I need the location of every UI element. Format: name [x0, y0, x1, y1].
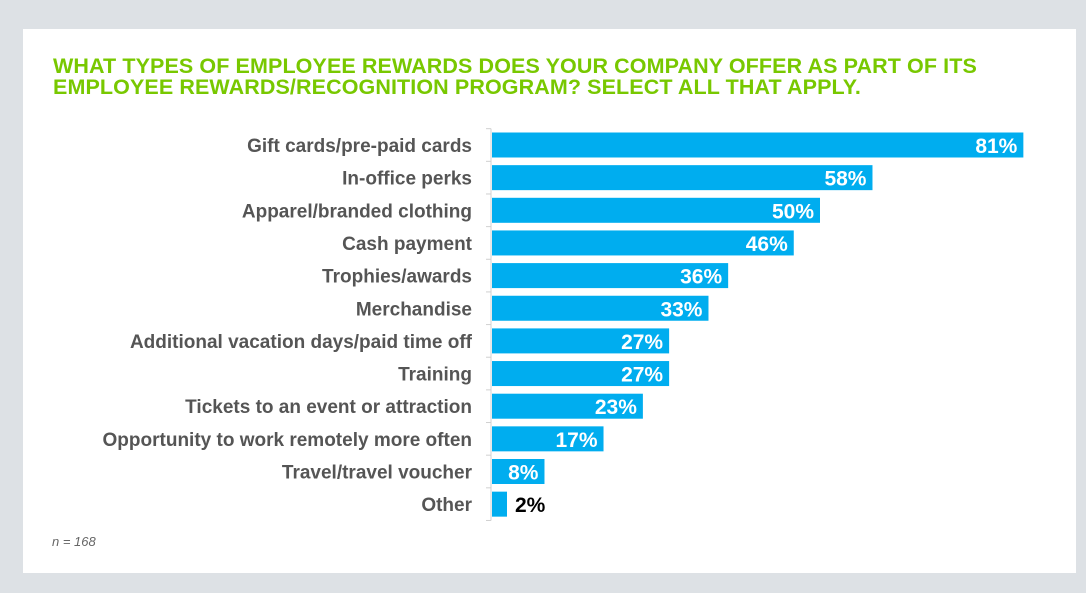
category-label: Tickets to an event or attraction	[185, 397, 472, 418]
bar	[492, 459, 545, 484]
data-label: 33%	[660, 298, 702, 321]
category-label: Gift cards/pre-paid cards	[247, 136, 472, 157]
data-label: 58%	[824, 168, 866, 191]
data-label: 27%	[621, 364, 663, 387]
data-label: 8%	[508, 462, 539, 485]
bar	[492, 132, 1024, 158]
data-label: 27%	[621, 331, 663, 354]
data-label: 36%	[680, 266, 722, 289]
bar	[492, 361, 670, 387]
data-label: 81%	[975, 135, 1017, 158]
category-label: Other	[421, 495, 472, 516]
bar	[492, 230, 794, 256]
category-label: Apparel/branded clothing	[242, 201, 472, 222]
bar	[492, 295, 709, 321]
sample-size-note: n = 168	[52, 534, 96, 549]
category-label: Additional vacation days/paid time off	[130, 332, 473, 353]
bar	[492, 197, 820, 223]
chart-title: WHAT TYPES OF EMPLOYEE REWARDS DOES YOUR…	[53, 54, 977, 99]
category-label: Trophies/awards	[322, 267, 472, 288]
category-label: In-office perks	[342, 169, 472, 190]
bar	[492, 263, 729, 289]
data-label: 2%	[515, 494, 546, 517]
category-label: Cash payment	[342, 234, 473, 255]
bar	[492, 426, 604, 452]
bar	[492, 393, 643, 419]
data-label: 17%	[555, 429, 597, 452]
data-label: 50%	[772, 200, 814, 223]
bar	[492, 165, 873, 191]
bar	[492, 328, 670, 354]
bar	[492, 491, 507, 517]
data-label: 23%	[595, 396, 637, 419]
category-label: Training	[398, 365, 472, 386]
category-label: Opportunity to work remotely more often	[103, 430, 472, 451]
data-label: 46%	[746, 233, 788, 256]
category-label: Merchandise	[356, 299, 472, 320]
category-label: Travel/travel voucher	[282, 463, 473, 484]
